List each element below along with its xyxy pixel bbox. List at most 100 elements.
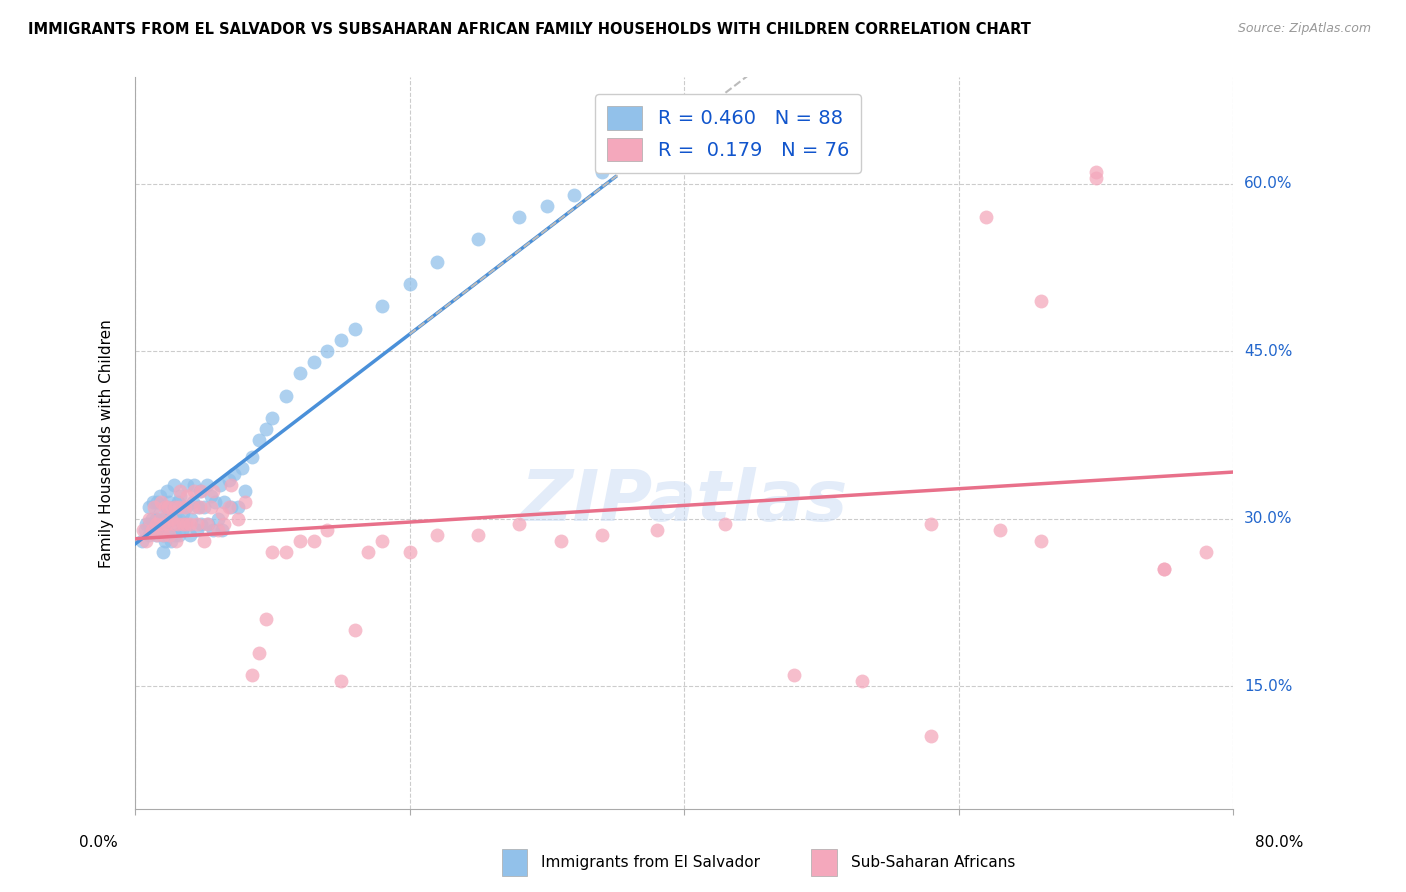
Point (138, 528, 160, 542)
Text: Source: ZipAtlas.com: Source: ZipAtlas.com (1237, 22, 1371, 36)
Text: 15.0%: 15.0% (1244, 679, 1292, 694)
Text: ZIPatlas: ZIPatlas (520, 467, 848, 536)
Point (186, 523, 208, 537)
Bar (811, 849, 837, 876)
Point (197, 517, 219, 532)
Point (783, 668, 806, 682)
Point (146, 495, 169, 509)
Point (165, 511, 187, 525)
Point (134, 523, 156, 537)
Point (645, 143, 668, 157)
Text: 45.0%: 45.0% (1244, 343, 1292, 359)
Point (316, 344, 339, 359)
Point (316, 523, 339, 537)
Point (262, 411, 284, 425)
Point (173, 500, 195, 515)
Point (330, 333, 353, 347)
Y-axis label: Family Households with Children: Family Households with Children (100, 318, 114, 567)
Point (150, 495, 173, 509)
Point (1029, 533, 1052, 548)
Point (276, 545, 298, 559)
Point (181, 500, 204, 515)
Point (508, 517, 530, 532)
Point (183, 483, 205, 498)
Point (188, 500, 211, 515)
Point (357, 545, 380, 559)
Point (202, 483, 225, 498)
Point (149, 511, 172, 525)
Point (204, 495, 226, 509)
Point (247, 646, 270, 660)
Point (135, 533, 157, 548)
Point (148, 523, 170, 537)
Point (166, 517, 188, 532)
Point (166, 495, 188, 509)
Point (141, 511, 163, 525)
Point (167, 500, 190, 515)
Point (172, 506, 194, 520)
Point (179, 528, 201, 542)
Point (398, 545, 420, 559)
Point (591, 528, 613, 542)
Point (467, 232, 489, 246)
Point (160, 533, 183, 548)
Point (231, 461, 253, 475)
Point (974, 210, 997, 224)
Point (181, 495, 204, 509)
Point (155, 500, 177, 515)
Point (159, 511, 181, 525)
Point (214, 495, 236, 509)
Point (163, 528, 186, 542)
Text: 80.0%: 80.0% (1256, 836, 1303, 850)
Point (371, 533, 394, 548)
Point (343, 322, 366, 336)
Point (195, 517, 218, 532)
Point (219, 500, 242, 515)
Point (302, 533, 325, 548)
Point (426, 528, 449, 542)
Point (190, 483, 212, 498)
Point (149, 506, 172, 520)
Point (226, 500, 249, 515)
Point (176, 478, 198, 492)
Point (673, 132, 696, 146)
Point (172, 517, 194, 532)
Point (131, 533, 153, 548)
Point (1153, 562, 1175, 576)
Point (645, 523, 668, 537)
Point (1084, 171, 1107, 186)
Legend: R = 0.460   N = 88, R =  0.179   N = 76: R = 0.460 N = 88, R = 0.179 N = 76 (595, 95, 860, 173)
Point (226, 511, 249, 525)
Point (200, 489, 222, 503)
Point (173, 517, 195, 532)
Point (141, 523, 163, 537)
Point (200, 500, 222, 515)
Text: Sub-Saharan Africans: Sub-Saharan Africans (851, 855, 1015, 870)
Point (536, 199, 558, 213)
Point (202, 523, 225, 537)
Point (741, 120, 763, 135)
Point (193, 533, 215, 548)
Point (714, 517, 737, 532)
Point (153, 511, 176, 525)
Point (988, 523, 1011, 537)
Point (167, 511, 190, 525)
Point (183, 478, 205, 492)
Point (143, 500, 166, 515)
Point (330, 673, 353, 688)
Point (152, 545, 174, 559)
Point (211, 523, 233, 537)
Point (467, 528, 489, 542)
Point (240, 668, 263, 682)
Point (142, 495, 165, 509)
Point (276, 389, 298, 403)
Point (700, 120, 723, 135)
Point (1194, 545, 1216, 559)
Point (162, 517, 184, 532)
Point (851, 673, 873, 688)
Point (162, 478, 184, 492)
Point (562, 187, 585, 202)
Point (163, 500, 186, 515)
Point (146, 528, 169, 542)
Point (145, 528, 167, 542)
